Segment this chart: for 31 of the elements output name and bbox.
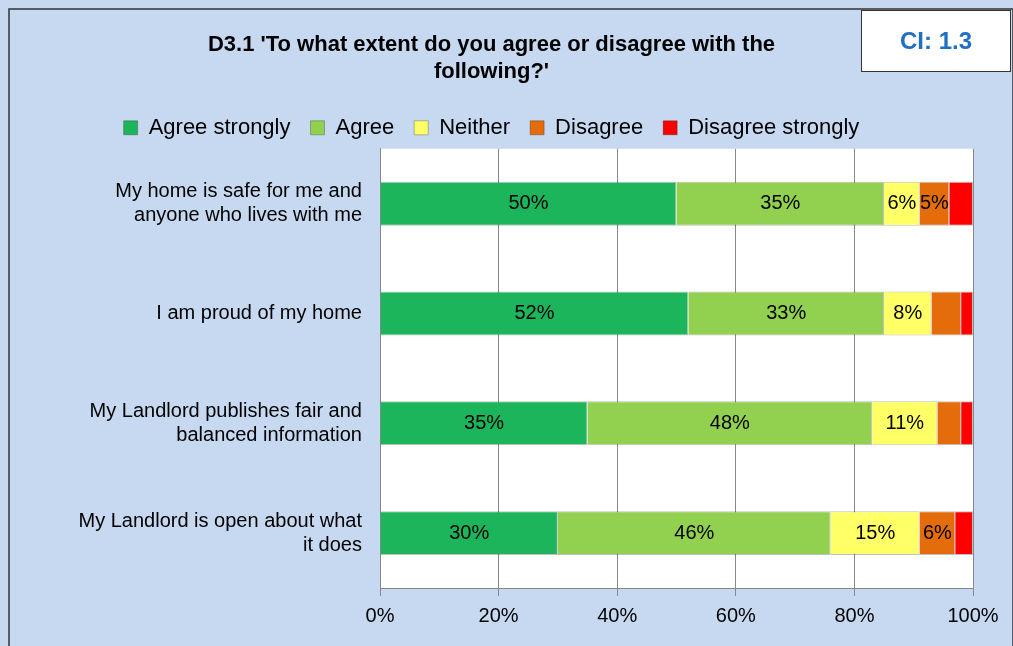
x-tick-label: 40% xyxy=(597,603,638,626)
data-label: 30% xyxy=(449,520,490,543)
x-tick-label: 100% xyxy=(947,603,999,626)
text: CI: 1.3 xyxy=(861,10,1011,72)
data-label: 46% xyxy=(674,520,715,543)
data-label: 15% xyxy=(855,520,896,543)
data-label: 8% xyxy=(893,301,923,324)
y-tick-label: My home is safe for me and anyone who lives with me xyxy=(115,179,362,226)
data-label: 50% xyxy=(508,191,549,214)
x-tick-label: 20% xyxy=(478,603,519,626)
legend-label: Neither xyxy=(439,113,511,139)
data-label: 48% xyxy=(709,410,751,433)
y-tick-label: My Landlord is open about what it does xyxy=(78,508,363,555)
legend-label: Disagree xyxy=(555,113,644,139)
legend-label: Agree xyxy=(335,113,395,139)
data-label: 5% xyxy=(920,191,950,214)
data-label: 11% xyxy=(885,410,925,433)
x-tick-label: 80% xyxy=(834,603,875,626)
x-tick-label: 0% xyxy=(365,603,395,626)
y-tick-label: I am proud of my home xyxy=(156,301,362,324)
y-tick-label: My Landlord publishes fair and balanced information xyxy=(89,398,362,445)
data-label: 35% xyxy=(464,410,505,433)
data-label: 33% xyxy=(766,301,807,324)
chart-title: D3.1 'To what extent do you agree or disagree with the following?' xyxy=(207,31,776,83)
data-label: 6% xyxy=(922,520,953,543)
data-label: 52% xyxy=(514,301,555,324)
x-tick-label: 60% xyxy=(715,603,757,626)
data-label: 6% xyxy=(887,191,917,214)
data-label: 35% xyxy=(760,191,801,214)
legend-label: Disagree strongly xyxy=(688,113,860,139)
legend-label: Agree strongly xyxy=(148,113,291,139)
